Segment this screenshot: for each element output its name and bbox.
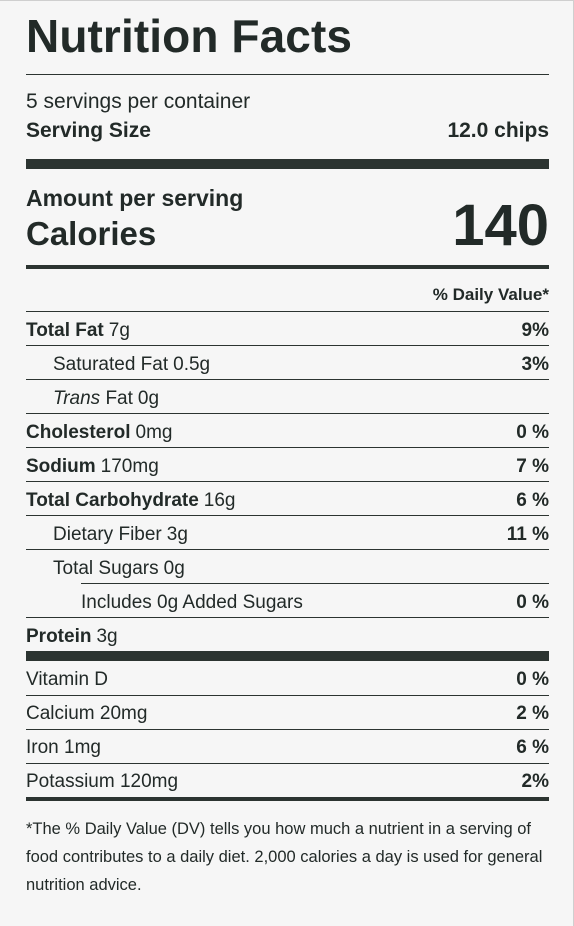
divider	[26, 74, 549, 75]
nutrient-dv: 0 %	[516, 422, 549, 443]
nutrient-name: Total Fat	[26, 320, 104, 341]
vitamin-dv: 0 %	[516, 669, 549, 690]
servings-per-container: 5 servings per container	[26, 90, 251, 113]
daily-value-footnote: *The % Daily Value (DV) tells you how mu…	[26, 820, 543, 894]
nutrient-dv: 0 %	[516, 592, 549, 613]
divider	[26, 617, 549, 618]
nutrient-dv: 9%	[521, 320, 549, 341]
nutrient-dv: 6 %	[516, 490, 549, 511]
divider	[26, 729, 549, 730]
vitamin-dv: 6 %	[516, 737, 549, 758]
thick-divider	[26, 651, 549, 661]
nutrient-amount: 0g	[137, 388, 160, 409]
nutrient-dv: 3%	[521, 354, 549, 375]
nutrient-name: Includes 0g Added Sugars	[81, 592, 303, 613]
medium-divider	[26, 265, 549, 269]
serving-size-value: 12.0 chips	[447, 119, 549, 142]
vitamin-row-calcium: Calcium 20mg 2 %	[26, 702, 549, 725]
divider	[26, 345, 549, 346]
nutrient-name: Total Sugars	[53, 558, 159, 579]
nutrient-row-protein: Protein 3g	[26, 625, 549, 648]
nutrient-row-saturated-fat: Saturated Fat 0.5g 3%	[26, 353, 549, 376]
vitamin-name: Vitamin D	[26, 669, 109, 690]
vitamin-name: Potassium 120mg	[26, 771, 179, 792]
vitamin-dv: 2 %	[516, 703, 549, 724]
nutrient-row-cholesterol: Cholesterol 0mg 0 %	[26, 421, 549, 444]
nutrient-row-total-carbohydrate: Total Carbohydrate 16g 6 %	[26, 489, 549, 512]
nutrient-name: Total Carbohydrate	[26, 490, 199, 511]
amount-per-serving: Amount per serving	[26, 185, 244, 211]
nutrient-row-sodium: Sodium 170mg 7 %	[26, 455, 549, 478]
vitamin-name: Calcium 20mg	[26, 703, 148, 724]
nutrient-row-total-fat: Total Fat 7g 9%	[26, 319, 549, 342]
nutrient-dv: 11 %	[506, 524, 549, 545]
divider	[26, 447, 549, 448]
vitamin-row-iron: Iron 1mg 6 %	[26, 736, 549, 759]
vitamin-row-vitamin-d: Vitamin D 0 %	[26, 668, 549, 691]
nutrient-name-italic: Trans	[53, 388, 101, 409]
nutrient-name: Saturated Fat	[53, 354, 169, 375]
vitamin-name: Iron 1mg	[26, 737, 101, 758]
nutrient-row-total-sugars: Total Sugars 0g	[26, 557, 549, 580]
nutrient-amount: 0mg	[135, 422, 173, 443]
nutrition-facts-title: Nutrition Facts	[26, 10, 353, 62]
divider	[26, 413, 549, 414]
nutrient-amount: 16g	[203, 490, 236, 511]
divider	[26, 695, 549, 696]
nutrient-amount: 3g	[166, 524, 188, 545]
divider	[26, 311, 549, 312]
divider	[26, 379, 549, 380]
nutrient-amount: 3g	[96, 626, 118, 647]
nutrient-row-trans-fat: Trans Fat 0g	[26, 387, 549, 410]
nutrient-name: Cholesterol	[26, 422, 131, 443]
divider	[26, 549, 549, 550]
nutrient-name: Fat	[105, 388, 133, 409]
serving-size-row: Serving Size 12.0 chips	[26, 118, 549, 144]
divider	[81, 583, 549, 584]
calories-label: Calories	[26, 215, 157, 252]
daily-value-header: % Daily Value*	[432, 285, 549, 304]
vitamin-dv: 2%	[521, 771, 549, 792]
nutrient-amount: 0.5g	[173, 354, 211, 375]
nutrient-name: Sodium	[26, 456, 96, 477]
serving-size-label: Serving Size	[26, 119, 151, 142]
nutrient-amount: 170mg	[100, 456, 159, 477]
vitamin-row-potassium: Potassium 120mg 2%	[26, 770, 549, 793]
divider	[26, 481, 549, 482]
divider	[26, 763, 549, 764]
nutrient-amount: 7g	[108, 320, 130, 341]
nutrient-name: Protein	[26, 626, 92, 647]
nutrient-name: Dietary Fiber	[53, 524, 162, 545]
divider	[26, 515, 549, 516]
thick-divider	[26, 159, 549, 169]
nutrient-row-dietary-fiber: Dietary Fiber 3g 11 %	[26, 523, 549, 546]
nutrient-dv: 7 %	[516, 456, 549, 477]
nutrient-row-added-sugars: Includes 0g Added Sugars 0 %	[26, 591, 549, 614]
calories-value: 140	[452, 193, 549, 258]
nutrient-amount: 0g	[163, 558, 185, 579]
medium-divider	[26, 797, 549, 801]
